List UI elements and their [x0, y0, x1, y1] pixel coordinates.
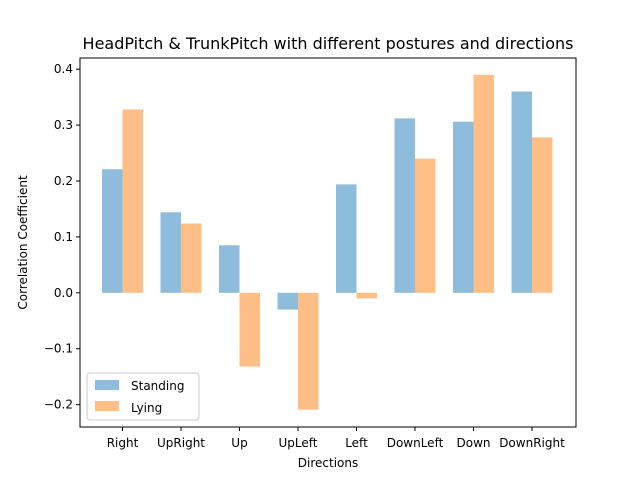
bar-standing-left — [336, 184, 357, 293]
bar-lying-upleft — [298, 292, 319, 410]
plot-frame — [79, 57, 577, 428]
y-tick-label: 0.4 — [54, 62, 73, 76]
x-tick-label: UpRight — [157, 436, 205, 450]
y-tick-label: 0.1 — [54, 230, 73, 244]
y-axis-label: Correlation Coefficient — [16, 175, 30, 310]
legend: Standing Lying — [86, 372, 200, 421]
bar-standing-downleft — [394, 118, 415, 293]
x-tick-label: Right — [107, 436, 139, 450]
y-tick-label: −0.1 — [44, 342, 73, 356]
bar-lying-left — [356, 292, 377, 299]
bar-lying-downright — [532, 137, 553, 293]
bar-standing-upright — [160, 212, 181, 293]
bar-standing-downright — [511, 91, 532, 293]
legend-label-standing: Standing — [131, 379, 184, 393]
bar-standing-right — [102, 169, 123, 293]
x-tick-label: DownLeft — [387, 436, 444, 450]
bar-lying-upright — [181, 223, 202, 293]
bar-lying-right — [122, 109, 143, 293]
x-tick-label: DownRight — [499, 436, 565, 450]
bar-lying-downleft — [415, 158, 436, 293]
bar-standing-upleft — [277, 292, 298, 310]
bar-standing-down — [453, 121, 474, 293]
x-tick-label: Up — [231, 436, 247, 450]
bar-lying-up — [239, 292, 260, 367]
y-tick-label: 0.0 — [54, 286, 73, 300]
legend-label-lying: Lying — [131, 401, 162, 415]
y-tick-label: 0.2 — [54, 174, 73, 188]
y-ticks: −0.2 −0.1 0.0 0.1 0.2 0.3 0.4 — [44, 62, 80, 412]
x-ticks: Right UpRight Up UpLeft Left DownLeft Down Down… — [107, 427, 565, 450]
bar-lying-down — [473, 74, 494, 293]
bars-group — [102, 74, 553, 410]
x-axis-label: Directions — [298, 456, 358, 470]
chart-title: HeadPitch & TrunkPitch with different po… — [83, 34, 574, 53]
y-tick-label: 0.3 — [54, 118, 73, 132]
x-tick-label: UpLeft — [279, 436, 318, 450]
y-tick-label: −0.2 — [44, 398, 73, 412]
bar-standing-up — [219, 245, 240, 293]
x-tick-label: Down — [456, 436, 490, 450]
legend-swatch-standing — [95, 380, 119, 390]
legend-swatch-lying — [95, 401, 119, 411]
x-tick-label: Left — [345, 436, 368, 450]
